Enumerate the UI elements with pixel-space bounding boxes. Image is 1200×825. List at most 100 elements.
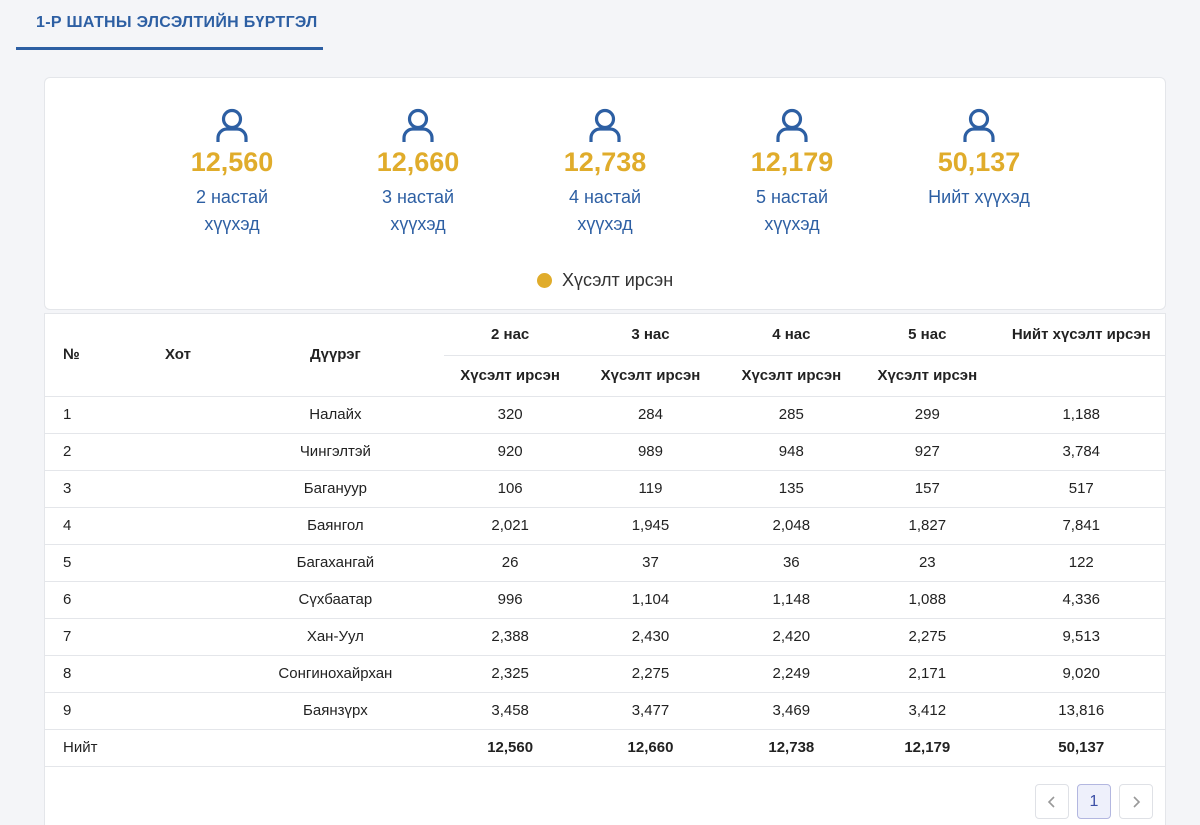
cell-district: Багахангай [226, 543, 444, 581]
header-age3: 3 нас [576, 314, 725, 356]
cell-no: 1 [45, 395, 130, 433]
cell-age3: 37 [576, 543, 725, 581]
page-1-button[interactable]: 1 [1077, 784, 1111, 819]
header-city: Хот [129, 314, 227, 397]
cell-age4: 135 [724, 469, 859, 507]
cell-city [129, 432, 227, 470]
table-row: 1 Налайх 320 284 285 299 1,188 [45, 395, 1166, 433]
header-age2: 2 нас [443, 314, 577, 356]
cell-age2: 26 [443, 543, 577, 581]
cell-no: 7 [45, 617, 130, 655]
header-age5: 5 нас [858, 314, 997, 356]
totals-row: Нийт 12,560 12,660 12,738 12,179 50,137 [45, 728, 1166, 767]
total-age4: 12,738 [724, 728, 859, 767]
user-icon [402, 108, 434, 142]
total-age2: 12,560 [443, 728, 577, 767]
cell-age3: 2,430 [576, 617, 725, 655]
stat-value: 12,560 [190, 147, 274, 177]
header-district: Дүүрэг [226, 314, 444, 397]
cell-total: 3,784 [996, 432, 1166, 470]
tab-bar: 1-Р ШАТНЫ ЭЛСЭЛТИЙН БҮРТГЭЛ [0, 0, 1200, 52]
tab-registration[interactable]: 1-Р ШАТНЫ ЭЛСЭЛТИЙН БҮРТГЭЛ [16, 0, 323, 50]
stat-label: 3 настай хүүхэд [381, 187, 455, 234]
next-page-button[interactable] [1119, 784, 1153, 819]
table-row: 8 Сонгинохайрхан 2,325 2,275 2,249 2,171 9,020 [45, 654, 1166, 692]
cell-city [129, 691, 227, 729]
cell-age3: 989 [576, 432, 725, 470]
cell-age5: 2,275 [858, 617, 997, 655]
cell-district: Чингэлтэй [226, 432, 444, 470]
table-row: 2 Чингэлтэй 920 989 948 927 3,784 [45, 432, 1166, 470]
cell-no: 4 [45, 506, 130, 544]
cell-city [129, 580, 227, 618]
cell-age3: 3,477 [576, 691, 725, 729]
stat-age5: 12,179 5 настай хүүхэд [717, 108, 867, 238]
cell-total: 122 [996, 543, 1166, 581]
cell-age2: 3,458 [443, 691, 577, 729]
header-age4: 4 нас [724, 314, 859, 356]
cell-age5: 299 [858, 395, 997, 433]
legend-dot [537, 272, 552, 288]
table-card: № Хот Дүүрэг 2 нас 3 нас 4 нас 5 нас Ний… [44, 313, 1166, 825]
cell-age5: 157 [858, 469, 997, 507]
cell-age5: 23 [858, 543, 997, 581]
stat-age2: 12,560 2 настай хүүхэд [157, 108, 307, 238]
cell-age3: 119 [576, 469, 725, 507]
cell-city [129, 469, 227, 507]
cell-age2: 920 [443, 432, 577, 470]
cell-no: 5 [45, 543, 130, 581]
stat-age3: 12,660 3 настай хүүхэд [343, 108, 493, 238]
total-age3: 12,660 [576, 728, 725, 767]
cell-no: 9 [45, 691, 130, 729]
subheader-requests: Хүсэлт ирсэн [724, 355, 859, 397]
user-icon [963, 108, 995, 142]
table-row: 5 Багахангай 26 37 36 23 122 [45, 543, 1166, 581]
cell-age2: 106 [443, 469, 577, 507]
stat-label: 2 настай хүүхэд [195, 187, 269, 234]
subheader-requests: Хүсэлт ирсэн [576, 355, 725, 397]
cell-city [129, 395, 227, 433]
table-row: 9 Баянзүрх 3,458 3,477 3,469 3,412 13,816 [45, 691, 1166, 729]
cell-district: Баянзүрх [226, 691, 444, 729]
cell-no: 2 [45, 432, 130, 470]
cell-no: 6 [45, 580, 130, 618]
cell-city [129, 617, 227, 655]
legend-label: Хүсэлт ирсэн [562, 269, 674, 290]
cell-age3: 1,104 [576, 580, 725, 618]
cell-district: Хан-Уул [226, 617, 444, 655]
cell-age2: 996 [443, 580, 577, 618]
user-icon [589, 108, 621, 142]
stats-card: 12,560 2 настай хүүхэд 12,660 3 настай х… [44, 77, 1166, 310]
chevron-right-icon [1133, 795, 1141, 808]
stat-age4: 12,738 4 настай хүүхэд [530, 108, 680, 238]
cell-total: 7,841 [996, 506, 1166, 544]
stat-value: 12,738 [563, 147, 647, 177]
user-icon [216, 108, 248, 142]
stat-value: 12,179 [750, 147, 834, 177]
subheader-requests: Хүсэлт ирсэн [858, 355, 997, 397]
cell-city [129, 543, 227, 581]
cell-age5: 1,088 [858, 580, 997, 618]
cell-district [226, 728, 444, 767]
cell-age2: 2,021 [443, 506, 577, 544]
header-no: № [45, 314, 130, 397]
table-row: 6 Сүхбаатар 996 1,104 1,148 1,088 4,336 [45, 580, 1166, 618]
total-all: 50,137 [996, 728, 1166, 767]
cell-age4: 2,420 [724, 617, 859, 655]
table-row: 7 Хан-Уул 2,388 2,430 2,420 2,275 9,513 [45, 617, 1166, 655]
cell-district: Багануур [226, 469, 444, 507]
cell-no: 8 [45, 654, 130, 692]
cell-total: 517 [996, 469, 1166, 507]
cell-age5: 927 [858, 432, 997, 470]
cell-district: Сүхбаатар [226, 580, 444, 618]
cell-age3: 2,275 [576, 654, 725, 692]
cell-city [129, 728, 227, 767]
stat-total: 50,137 Нийт хүүхэд [904, 108, 1054, 211]
cell-age2: 2,388 [443, 617, 577, 655]
header-total: Нийт хүсэлт ирсэн [996, 314, 1166, 356]
cell-age4: 1,148 [724, 580, 859, 618]
user-icon [776, 108, 808, 142]
cell-age2: 320 [443, 395, 577, 433]
totals-label: Нийт [45, 728, 130, 767]
prev-page-button[interactable] [1035, 784, 1069, 819]
